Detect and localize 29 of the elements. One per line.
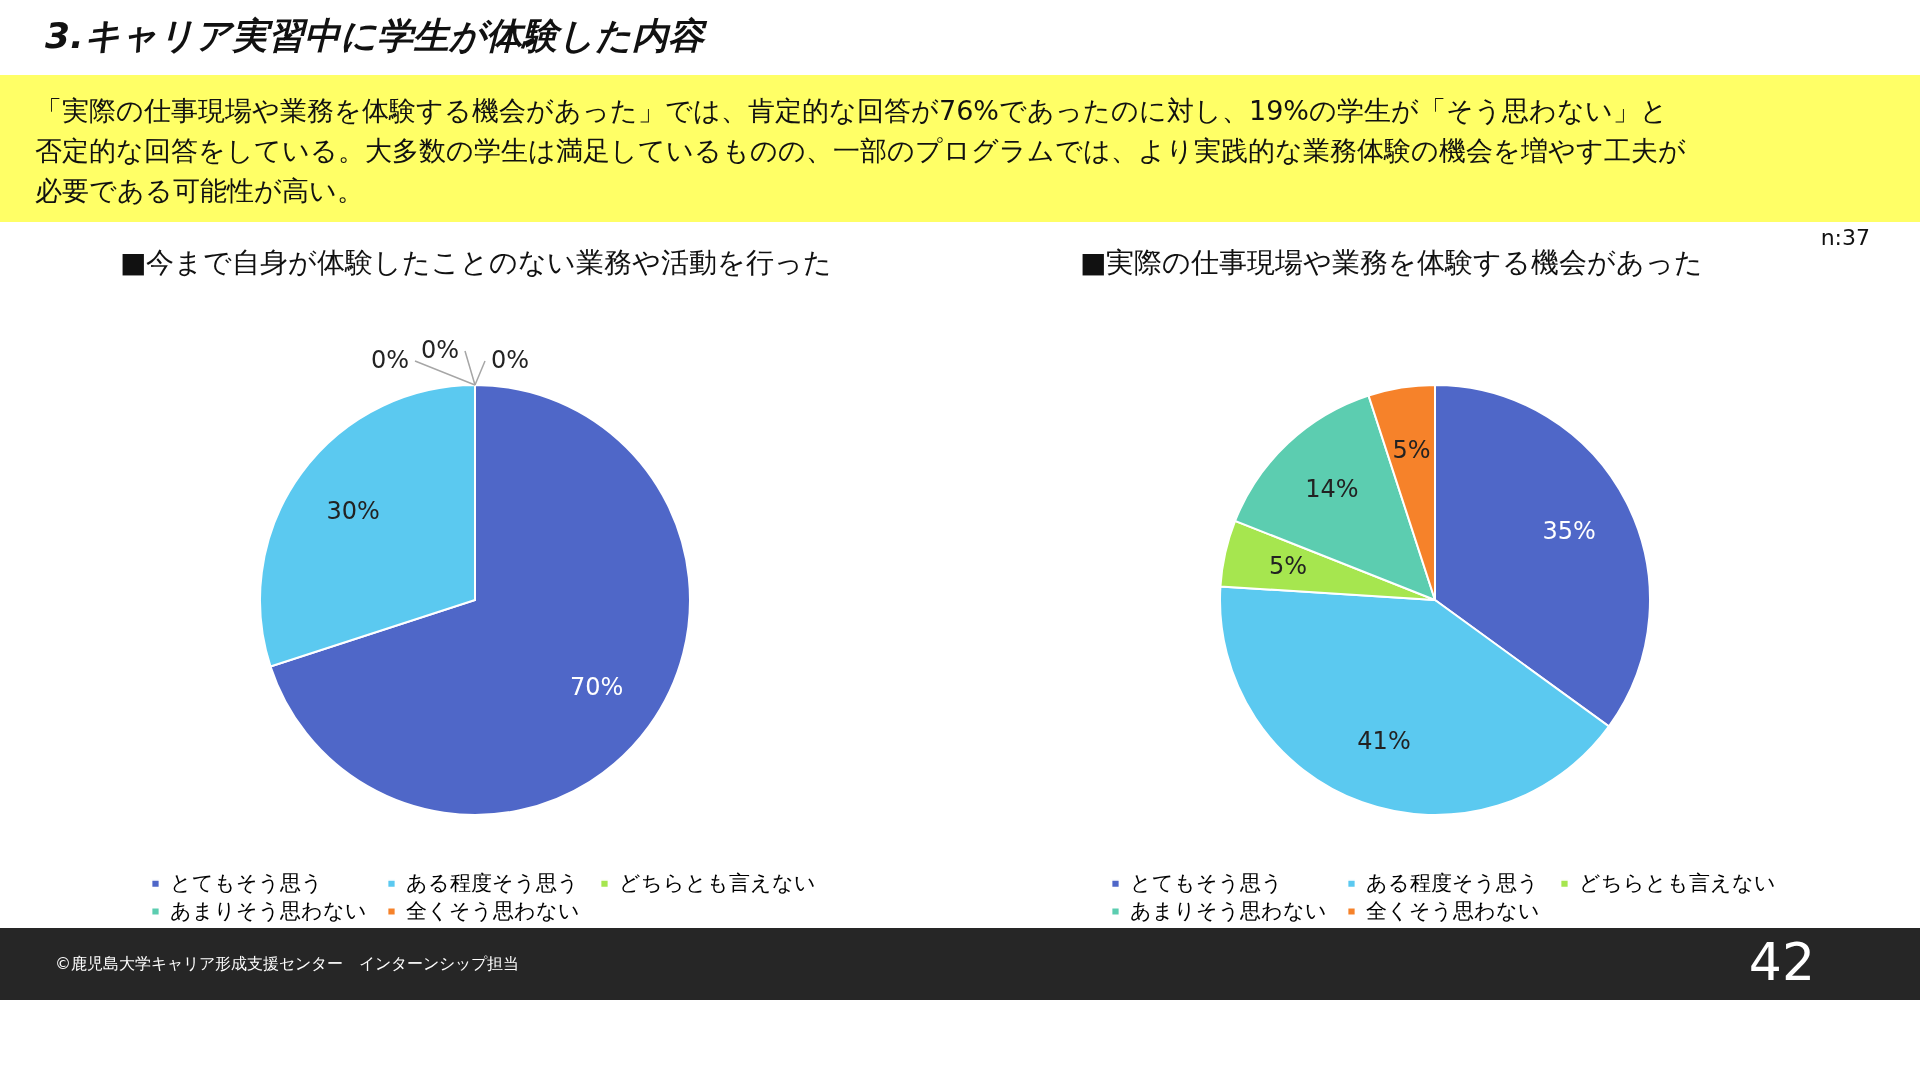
data-label: 14% — [1305, 475, 1359, 504]
text: 必要である可能性が高い。 — [35, 175, 364, 206]
text: 42 — [1748, 932, 1815, 992]
data-label: 35% — [1542, 516, 1596, 545]
data-label: 41% — [1357, 726, 1411, 755]
text: 0% — [370, 346, 410, 374]
legend-label: あまりそう思わない — [170, 898, 367, 923]
legend-label: ある程度そう思う — [1366, 870, 1539, 895]
legend-label: 全くそう思わない — [1366, 898, 1540, 923]
text: 3.キャリア実習中に学生が体験した内容 — [45, 15, 708, 56]
text: 「実際の仕事現場や業務を体験する機会があった」では、肯定的な回答が76%であったのに対し、19%の学生が「そう思わない」と — [35, 95, 1669, 126]
legend-label: どちらとも言えない — [1579, 870, 1776, 895]
legend-label: あまりそう思わない — [1130, 898, 1327, 923]
legend-label: ある程度そう思う — [406, 870, 579, 895]
data-label: 5% — [1269, 552, 1308, 581]
legend-label: 全くそう思わない — [406, 898, 580, 923]
text: n:37 — [1820, 225, 1870, 250]
legend-label: とてもそう思う — [170, 870, 323, 895]
text: 否定的な回答をしている。大多数の学生は満足しているものの、一部のプログラムでは、より実践的な業務体験の機会を増やす工夫が — [35, 135, 1686, 166]
legend-label: とてもそう思う — [1130, 870, 1283, 895]
text: 0% — [490, 346, 530, 374]
text: ©鹿児島大学キャリア形成支援センター インターンシップ担当 — [55, 954, 519, 973]
text: 0% — [420, 336, 460, 364]
data-label: 30% — [326, 496, 380, 525]
chart-title: ■今まで自身が体験したことのない業務や活動を行った — [120, 246, 833, 279]
chart-title: ■実際の仕事現場や業務を体験する機会があった — [1080, 246, 1704, 279]
legend-label: どちらとも言えない — [619, 870, 816, 895]
data-label: 5% — [1392, 436, 1431, 465]
data-label: 70% — [570, 673, 624, 702]
